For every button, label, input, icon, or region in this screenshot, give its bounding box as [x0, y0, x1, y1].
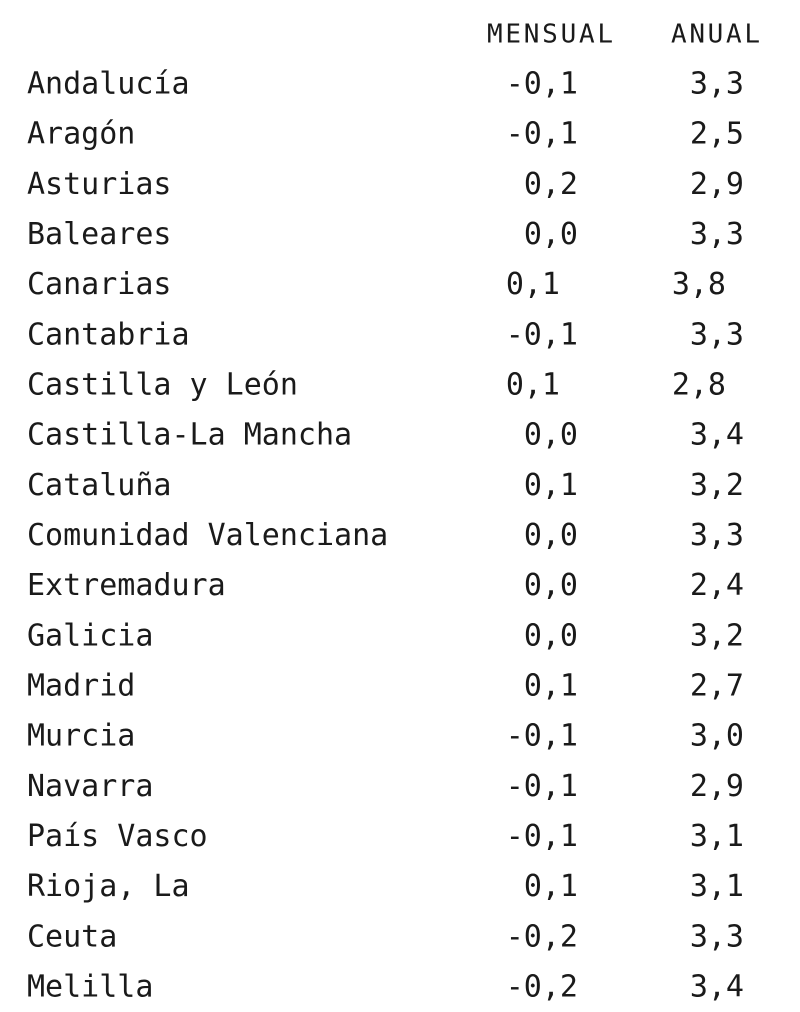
monthly-value: -0,1	[506, 317, 578, 352]
column-header: ANUAL	[671, 20, 760, 50]
annual-value: 3,4	[690, 970, 744, 1005]
annual-value: 3,3	[690, 518, 744, 553]
annual-value: 2,9	[690, 769, 744, 804]
annual-value: 3,4	[690, 418, 744, 453]
monthly-value: -0,1	[506, 67, 578, 102]
row-label: Cataluña	[27, 468, 172, 503]
annual-value: 3,0	[690, 719, 744, 754]
monthly-value: 0,1	[524, 669, 578, 704]
row-label: Murcia	[27, 719, 135, 754]
row-label: Canarias	[27, 267, 172, 302]
monthly-value: 0,0	[524, 217, 578, 252]
row-label: Castilla-La Mancha	[27, 418, 352, 453]
row-label: Rioja, La	[27, 869, 190, 904]
row-label: Galicia	[27, 618, 153, 653]
monthly-value: -0,1	[506, 719, 578, 754]
monthly-value: 0,2	[524, 167, 578, 202]
row-label: Extremadura	[27, 568, 226, 603]
monthly-value: 0,0	[524, 418, 578, 453]
annual-value: 3,8	[672, 267, 726, 302]
annual-value: 2,4	[690, 568, 744, 603]
monthly-value: -0,1	[506, 117, 578, 152]
annual-value: 3,3	[690, 317, 744, 352]
column-header: MENSUAL	[487, 20, 613, 50]
annual-value: 3,2	[690, 618, 744, 653]
annual-value: 2,7	[690, 669, 744, 704]
monthly-value: -0,1	[506, 819, 578, 854]
row-label: Melilla	[27, 970, 153, 1005]
monthly-value: 0,1	[524, 468, 578, 503]
row-label: País Vasco	[27, 819, 208, 854]
monthly-value: 0,0	[524, 518, 578, 553]
row-label: Asturias	[27, 167, 172, 202]
monthly-value: -0,2	[506, 970, 578, 1005]
annual-value: 3,3	[690, 919, 744, 954]
monthly-value: -0,1	[506, 769, 578, 804]
row-label: Castilla y León	[27, 368, 298, 403]
row-label: Baleares	[27, 217, 172, 252]
monthly-value: 0,1	[524, 869, 578, 904]
row-label: Comunidad Valenciana	[27, 518, 388, 553]
annual-value: 3,1	[690, 869, 744, 904]
annual-value: 2,9	[690, 167, 744, 202]
row-label: Ceuta	[27, 919, 117, 954]
annual-value: 3,3	[690, 217, 744, 252]
monthly-value: 0,1	[506, 267, 560, 302]
annual-value: 2,8	[672, 368, 726, 403]
monthly-value: 0,0	[524, 618, 578, 653]
row-label: Cantabria	[27, 317, 190, 352]
row-label: Aragón	[27, 117, 135, 152]
row-label: Andalucía	[27, 67, 190, 102]
row-label: Madrid	[27, 669, 135, 704]
annual-value: 2,5	[690, 117, 744, 152]
annual-value: 3,2	[690, 468, 744, 503]
annual-value: 3,1	[690, 819, 744, 854]
row-label: Navarra	[27, 769, 153, 804]
monthly-value: 0,1	[506, 368, 560, 403]
monthly-value: -0,2	[506, 919, 578, 954]
annual-value: 3,3	[690, 67, 744, 102]
monthly-value: 0,0	[524, 568, 578, 603]
